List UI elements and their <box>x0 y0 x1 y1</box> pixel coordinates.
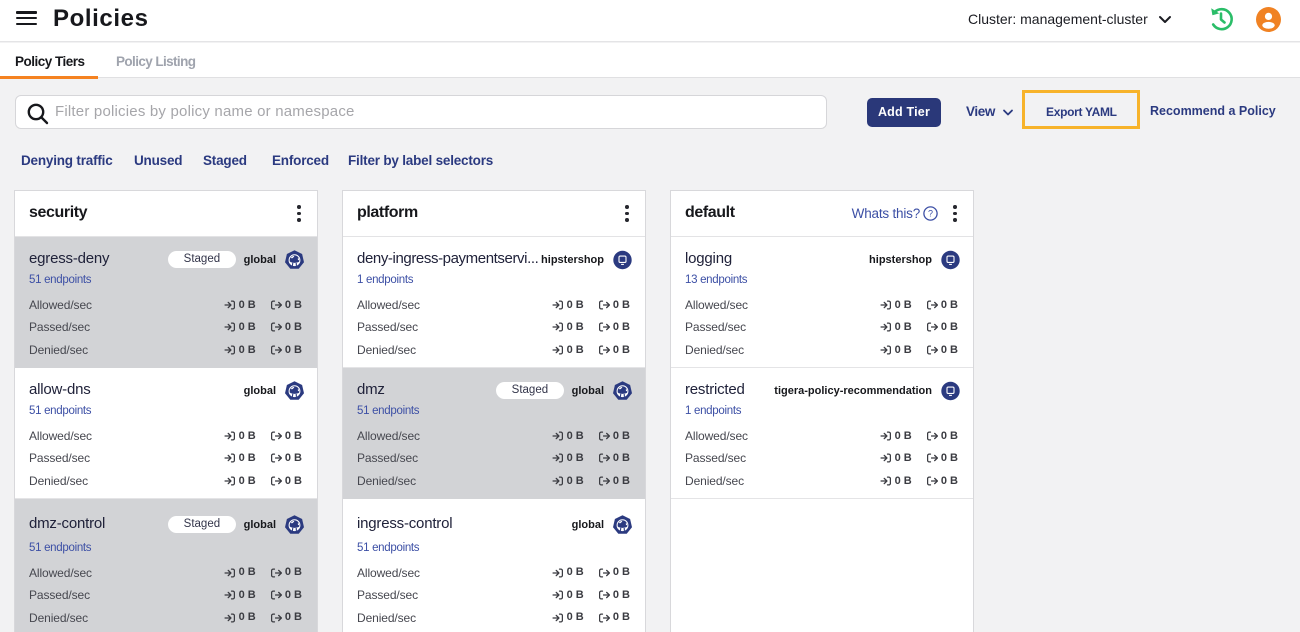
svg-text:?: ? <box>928 209 933 219</box>
